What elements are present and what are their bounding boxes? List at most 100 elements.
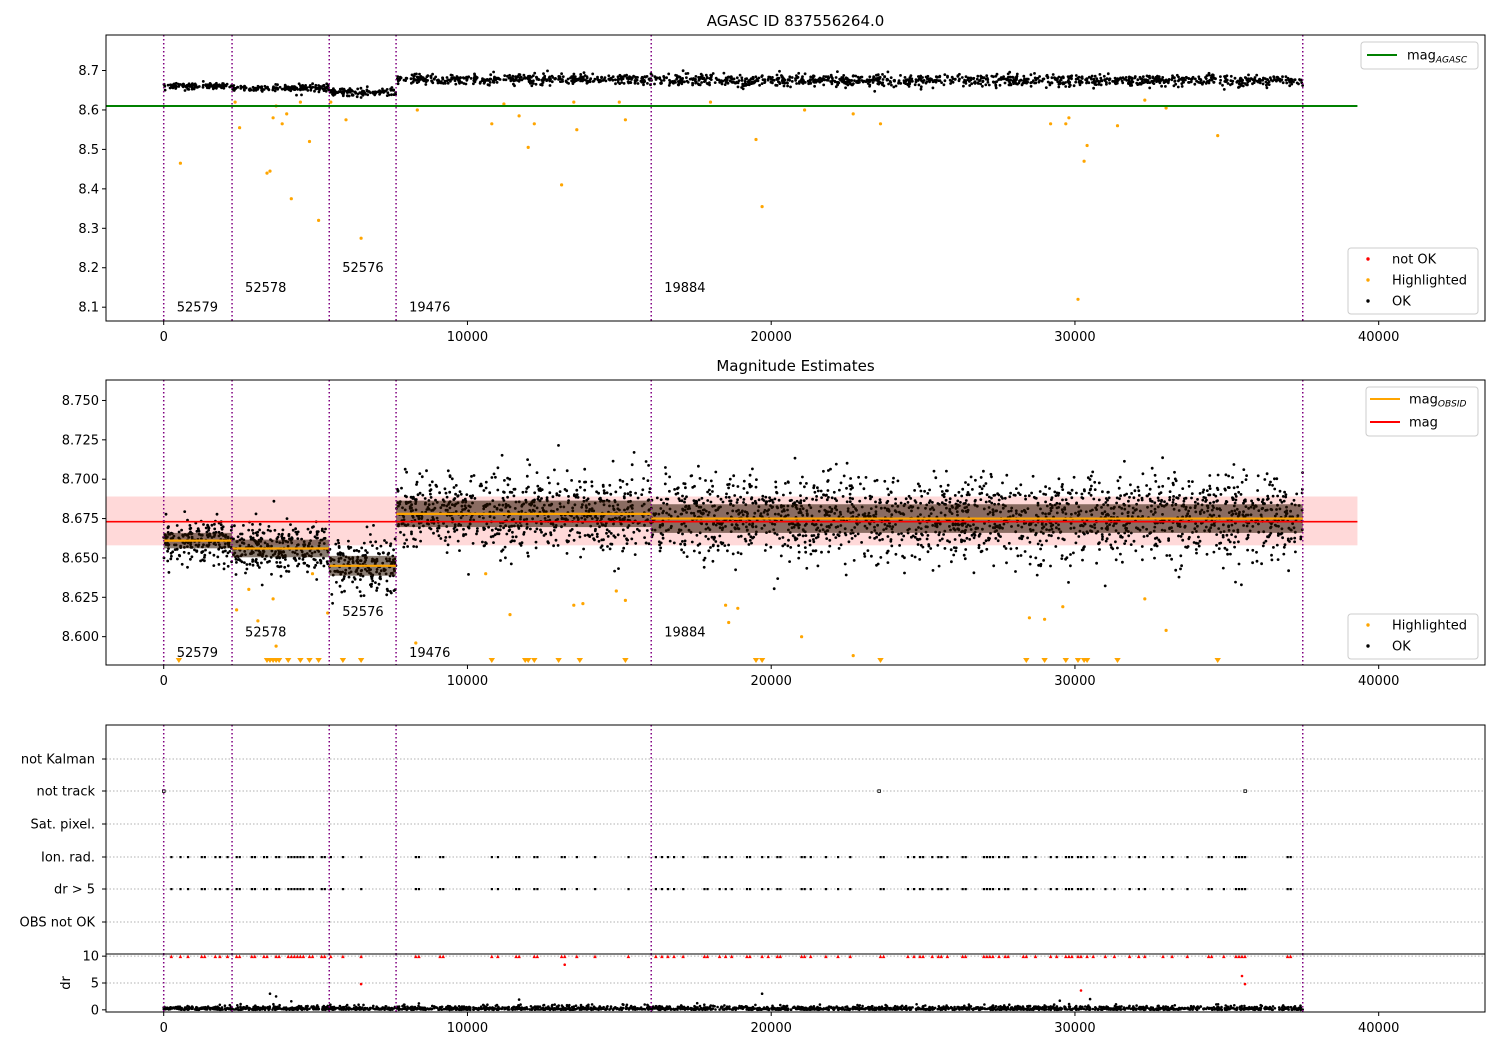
ok-point (414, 538, 417, 541)
ok-point (1187, 484, 1191, 488)
ok-point (994, 84, 998, 88)
ok-point (932, 80, 936, 83)
ok-point (815, 495, 818, 498)
ok-point (640, 80, 644, 84)
ok-point (1118, 475, 1122, 479)
ok-point (472, 474, 476, 477)
ok-point (981, 79, 985, 83)
ok-point (892, 476, 895, 480)
ok-point (1002, 75, 1005, 79)
ok-point (448, 490, 452, 494)
ok-point (608, 547, 612, 551)
ok-point (396, 75, 400, 78)
ok-point (1053, 76, 1056, 80)
ok-point (486, 83, 490, 87)
ok-point (508, 73, 511, 77)
ok-point (731, 552, 735, 556)
ok-point (810, 534, 814, 538)
ok-point (739, 552, 743, 556)
ok-point (1092, 77, 1096, 81)
ok-point (816, 78, 819, 82)
ok-point (349, 88, 353, 92)
ok-point (288, 537, 291, 541)
ok-point (1070, 74, 1074, 78)
ok-point (623, 492, 627, 496)
ok-point (808, 539, 812, 543)
ok-point (536, 497, 540, 501)
ok-point (1141, 75, 1145, 78)
agasc-xtick-label: 20000 (751, 330, 792, 345)
ok-point (342, 577, 346, 581)
ok-point (535, 527, 539, 531)
ok-point (292, 86, 296, 90)
ok-point (910, 554, 914, 557)
ok-point (692, 549, 696, 553)
ok-point (865, 78, 869, 82)
ok-point (864, 476, 868, 479)
ok-point (758, 83, 761, 87)
ok-point (458, 549, 461, 552)
ok-point (500, 453, 504, 457)
ok-point (294, 527, 297, 531)
ok-point (1057, 536, 1060, 540)
ok-point (318, 558, 322, 562)
ok-point (412, 75, 416, 78)
ok-point (345, 94, 349, 98)
ok-point (894, 497, 897, 501)
ok-point (816, 564, 820, 568)
ok-point (1077, 75, 1081, 79)
ok-point (711, 490, 714, 493)
ok-point (208, 82, 212, 85)
ok-point (630, 537, 634, 541)
ok-point (1208, 487, 1212, 490)
ok-point (1050, 76, 1054, 80)
ok-point (514, 535, 518, 539)
ok-point (278, 85, 282, 89)
ok-point (439, 537, 443, 540)
ok-point (252, 89, 256, 92)
ok-point (242, 524, 245, 527)
ok-point (1244, 76, 1248, 80)
ok-point (705, 76, 709, 79)
ok-point (934, 75, 938, 79)
ok-point (1167, 539, 1170, 542)
ok-point (1202, 488, 1206, 492)
ok-point (711, 559, 715, 563)
ok-point (1238, 85, 1241, 89)
ok-point (1036, 501, 1040, 505)
ok-point (1164, 85, 1167, 88)
ok-point (256, 533, 259, 537)
ok-point (171, 86, 175, 90)
ok-point (402, 78, 406, 82)
ok-point (985, 547, 989, 551)
ok-point (716, 544, 720, 548)
ok-point (186, 518, 189, 522)
ok-point (525, 487, 529, 490)
ok-point (1197, 535, 1200, 539)
ok-point (251, 536, 255, 540)
ok-point (799, 481, 802, 485)
ok-point (565, 552, 569, 555)
ok-point (658, 549, 662, 553)
ok-point (1080, 548, 1084, 552)
ok-point (392, 548, 395, 552)
ok-point (644, 541, 648, 545)
ok-point (936, 543, 940, 547)
ok-point (305, 564, 309, 567)
ok-point (785, 81, 789, 85)
ok-point (975, 77, 979, 81)
ok-point (225, 82, 229, 86)
ok-point (375, 586, 379, 590)
ok-point (897, 81, 900, 85)
ok-point (954, 549, 958, 553)
ok-point (1035, 573, 1039, 577)
ok-point (297, 82, 301, 86)
ok-point (337, 545, 341, 548)
ok-point (1087, 491, 1091, 495)
ok-point (743, 82, 747, 85)
ok-point (760, 82, 764, 85)
ok-point (197, 528, 200, 531)
ok-point (520, 541, 524, 545)
ok-point (412, 545, 416, 548)
ok-point (939, 484, 943, 488)
